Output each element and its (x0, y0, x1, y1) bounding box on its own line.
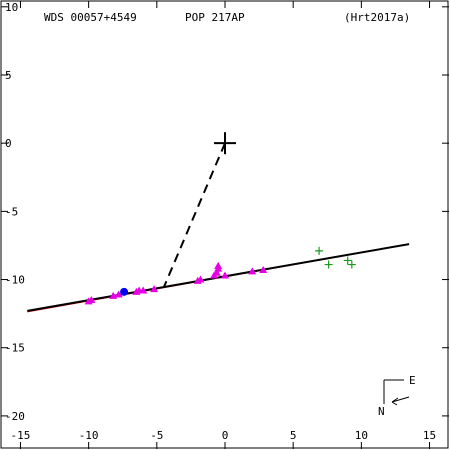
x-tick-label: 10 (355, 429, 368, 442)
orbit-line (27, 243, 410, 312)
observation-triangle (87, 296, 96, 303)
compass-north-label: N (378, 405, 385, 418)
observation-triangle (150, 285, 159, 293)
observation-triangle (139, 286, 148, 294)
observation-triangle (196, 275, 205, 283)
observation-triangle (221, 271, 229, 279)
header-pop: POP 217AP (185, 11, 245, 24)
compass-direction-arrow (391, 396, 410, 406)
observation-plus (324, 260, 333, 269)
observation-dot (120, 287, 129, 296)
observation-plus (315, 246, 324, 255)
x-tick-label: -10 (79, 429, 99, 442)
observation-triangle (212, 268, 221, 276)
x-tick-label: 0 (222, 429, 229, 442)
y-tick-label: -15 (5, 342, 25, 355)
y-tick-label: 0 (5, 137, 12, 150)
observation-triangle (214, 261, 223, 269)
plot-lines (27, 132, 410, 313)
observation-triangle (248, 267, 257, 275)
observation-plus (343, 256, 352, 265)
observation-plus (347, 260, 356, 269)
y-tick-label: -5 (5, 205, 18, 218)
y-tick-label: -20 (5, 410, 25, 423)
header-wds: WDS 00057+4549 (44, 11, 137, 24)
header-ref: (Hrt2017a) (344, 11, 410, 24)
line-of-nodes (162, 142, 226, 289)
x-tick-label: 5 (290, 429, 297, 442)
x-tick-label: -15 (11, 429, 31, 442)
observation-triangle (114, 290, 123, 298)
x-tick-label: 15 (423, 429, 436, 442)
y-tick-label: 10 (5, 1, 18, 14)
x-tick-label: -5 (150, 429, 163, 442)
observation-triangle (259, 266, 268, 273)
compass: E N (378, 374, 416, 418)
tick-labels: -15 -10 -5 0 5 10 15 10 5 0 -5 -10 -15 -20 (5, 1, 436, 442)
compass-east-label: E (409, 374, 416, 387)
y-tick-label: 5 (5, 69, 12, 82)
y-tick-label: -10 (5, 274, 25, 287)
data-marks (84, 246, 356, 305)
